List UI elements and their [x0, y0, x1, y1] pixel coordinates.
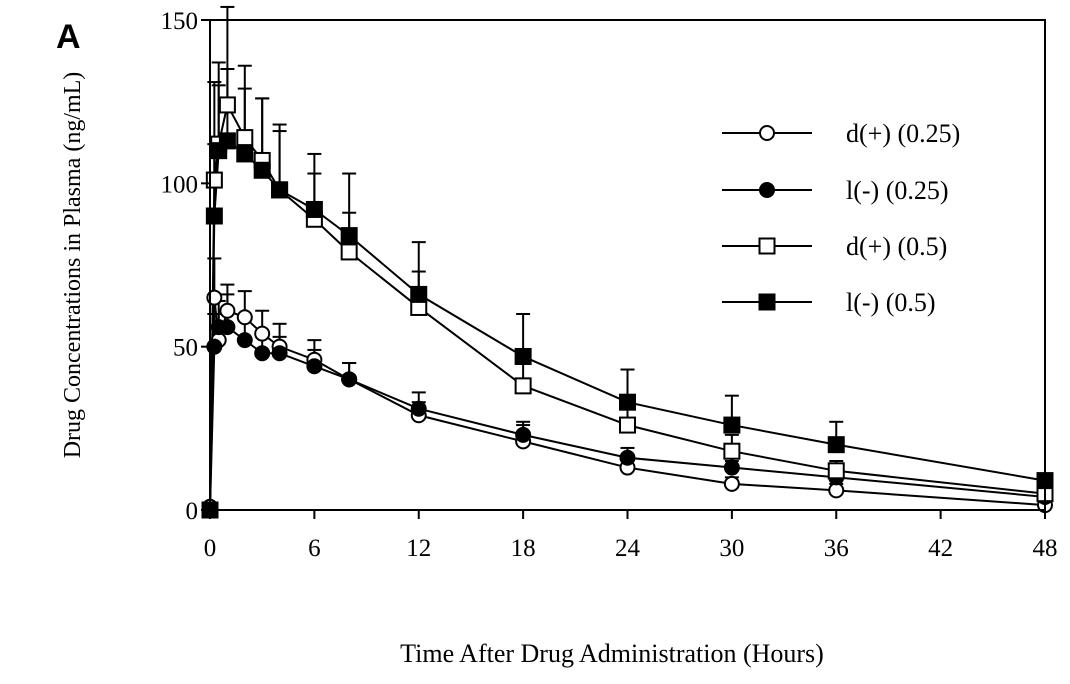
- data-point: [236, 309, 253, 326]
- error-bars: [207, 5, 844, 491]
- data-point: [619, 416, 636, 434]
- x-tick-label: 18: [511, 535, 536, 562]
- y-tick-label: 0: [186, 498, 199, 525]
- data-point: [828, 482, 845, 499]
- y-axis-label: Drug Concentrations in Plasma (ng/mL): [60, 72, 86, 459]
- data-point: [723, 442, 741, 460]
- data-point: [410, 400, 427, 417]
- data-point: [218, 96, 236, 114]
- x-tick-label: 42: [928, 535, 953, 562]
- data-point: [619, 449, 636, 466]
- legend-marker: [759, 125, 775, 141]
- legend-marker: [758, 237, 776, 255]
- data-point: [218, 132, 236, 150]
- x-axis-ticks: 0 6 12 18 24 30 36 42 48: [204, 510, 1058, 562]
- data-point: [271, 345, 288, 362]
- legend-label: d(+) (0.5): [846, 232, 947, 261]
- x-tick-label: 12: [406, 535, 431, 562]
- x-tick-label: 0: [204, 535, 217, 562]
- data-point: [236, 145, 254, 163]
- data-point: [827, 462, 845, 480]
- data-point: [515, 426, 532, 443]
- data-point: [723, 459, 740, 476]
- x-axis-label: Time After Drug Administration (Hours): [400, 639, 824, 668]
- legend-label: l(-) (0.25): [846, 176, 949, 205]
- y-tick-label: 150: [161, 8, 199, 35]
- data-point: [723, 475, 740, 492]
- data-point: [410, 285, 428, 303]
- y-axis-ticks: 0 50 100 150: [161, 8, 210, 525]
- series-markers: [201, 96, 1054, 519]
- data-point: [236, 129, 254, 147]
- x-tick-label: 24: [615, 535, 641, 562]
- data-point: [827, 436, 845, 454]
- data-point: [253, 161, 271, 179]
- data-point: [619, 393, 636, 411]
- x-tick-label: 30: [719, 535, 744, 562]
- data-point: [305, 200, 323, 218]
- x-tick-label: 6: [308, 535, 321, 562]
- legend-marker: [758, 293, 776, 311]
- data-point: [341, 371, 358, 388]
- legend-label: d(+) (0.25): [846, 119, 960, 148]
- panel-label: A: [56, 18, 81, 56]
- data-point: [306, 358, 323, 375]
- y-tick-label: 50: [173, 335, 198, 362]
- data-point: [723, 416, 741, 434]
- data-point: [236, 332, 253, 349]
- plot-frame: [209, 19, 1046, 511]
- data-point: [219, 319, 236, 336]
- data-point: [254, 325, 271, 342]
- legend-marker: [759, 182, 775, 198]
- data-point: [340, 227, 358, 245]
- x-tick-label: 48: [1033, 535, 1058, 562]
- data-point: [271, 181, 289, 199]
- data-point: [340, 243, 358, 261]
- legend-label: l(-) (0.5): [846, 288, 936, 317]
- data-point: [219, 302, 236, 319]
- x-tick-label: 36: [824, 535, 849, 562]
- data-point: [514, 347, 532, 365]
- data-point: [254, 345, 271, 362]
- y-tick-label: 100: [161, 171, 199, 198]
- data-point: [514, 377, 532, 395]
- legend: d(+) (0.25) l(-) (0.25) d(+) (0.5) l(-) (0.…: [722, 119, 960, 317]
